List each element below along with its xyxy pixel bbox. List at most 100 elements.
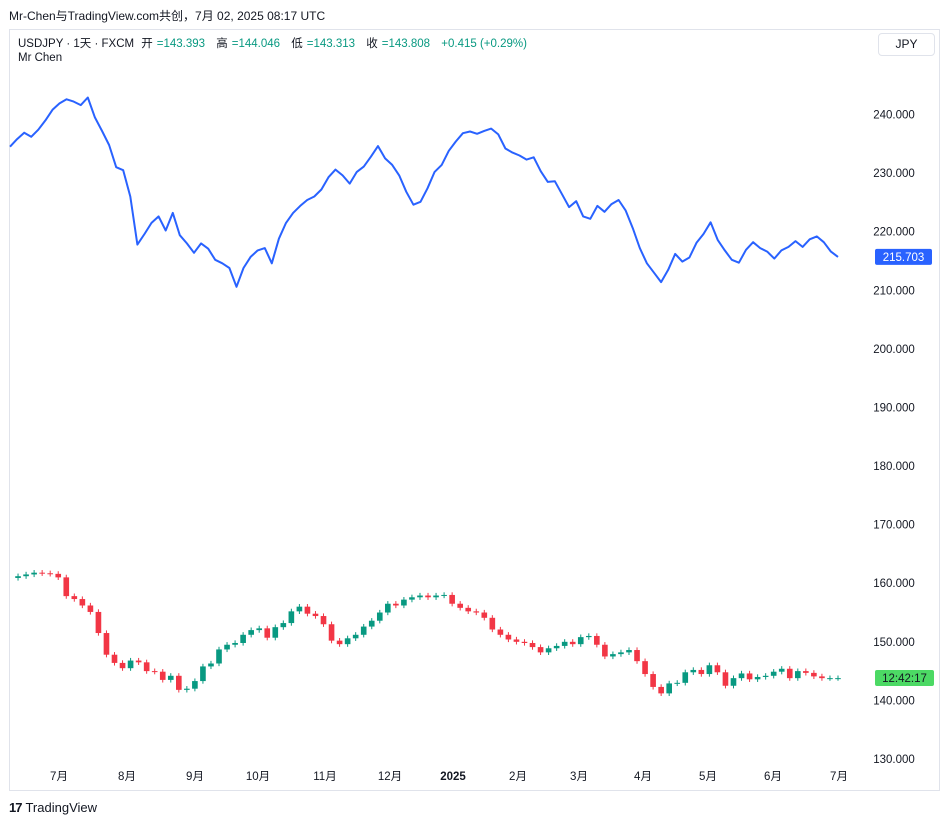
candle-body [505, 634, 512, 640]
candle-body [778, 668, 785, 672]
candle-body [127, 660, 134, 669]
countdown-tag [875, 670, 934, 686]
change-label: +0.415 (+0.29%) [441, 38, 527, 50]
chart-caption: Mr-Chen与TradingView.com共创，7月 02, 2025 08… [9, 9, 326, 23]
candle-body [569, 641, 576, 645]
candle-body [537, 647, 544, 653]
candle-body [47, 573, 54, 575]
candle-body [272, 627, 279, 638]
candle-body [232, 642, 238, 645]
candle-body [344, 638, 351, 645]
candle-body [417, 595, 423, 598]
candle-body [151, 671, 158, 673]
candle-body [23, 574, 29, 577]
candle-body [738, 673, 745, 679]
candle-body [650, 674, 656, 687]
candle-body [465, 607, 472, 612]
indicator-label[interactable]: Mr Chen [18, 52, 63, 64]
chart-frame[interactable] [9, 29, 940, 791]
candle-body [626, 650, 632, 653]
candle-body [529, 642, 536, 648]
candle-body [561, 641, 568, 646]
brand-label: TradingView [25, 800, 98, 815]
y-tick-label: 160.000 [873, 578, 915, 590]
candle-body [328, 624, 335, 641]
x-tick-label: 3月 [570, 771, 588, 783]
candle-body [264, 628, 271, 638]
candle-body [352, 634, 359, 639]
x-tick-label: 2025 [440, 771, 466, 783]
candle-body [312, 613, 319, 617]
candle-body [457, 603, 463, 608]
candle-body [577, 637, 584, 645]
candle-body [433, 595, 439, 598]
x-tick-label: 12月 [378, 771, 402, 783]
y-tick-label: 180.000 [873, 461, 915, 473]
y-tick-label: 170.000 [873, 520, 915, 532]
candle-body [79, 599, 86, 606]
tradingview-brand[interactable]: 17 TradingView [9, 800, 97, 815]
candle-body [449, 594, 455, 604]
x-tick-label: 4月 [634, 771, 652, 783]
candle-body [819, 676, 825, 679]
x-tick-label: 11月 [313, 771, 336, 783]
last-value-label: 215.703 [883, 252, 925, 264]
candle-body [87, 605, 94, 612]
candle-body [746, 673, 753, 680]
candle-body [425, 595, 431, 598]
candle-body [296, 606, 303, 612]
candle-body [786, 668, 793, 679]
candle-body [336, 640, 343, 645]
candle-body [602, 644, 608, 657]
symbol-label[interactable]: USDJPY · 1天 · FXCM [18, 38, 135, 50]
candle-body [256, 628, 263, 631]
candle-body [473, 611, 480, 613]
candle-body [71, 596, 78, 600]
candle-body [135, 660, 142, 663]
x-tick-label: 9月 [186, 771, 204, 783]
candle-body [441, 594, 447, 596]
series-line-mr-chen [9, 96, 839, 288]
candle-body [15, 576, 21, 578]
candle-body [240, 634, 246, 643]
x-tick-label: 10月 [246, 771, 270, 783]
y-tick-label: 240.000 [873, 110, 915, 122]
candle-body [794, 671, 801, 679]
candle-body [513, 639, 520, 642]
candle-body [39, 572, 45, 574]
candle-body [320, 616, 327, 625]
y-tick-label: 130.000 [873, 754, 915, 766]
candle-body [585, 635, 592, 638]
y-tick-label: 210.000 [873, 285, 915, 297]
x-tick-label: 6月 [764, 771, 782, 783]
candle-body [610, 654, 616, 657]
candle-body [730, 678, 737, 686]
x-tick-label: 2月 [509, 771, 527, 783]
candle-body [770, 671, 777, 676]
close-label: 收 =143.808 [366, 38, 431, 50]
x-tick-label: 7月 [50, 771, 68, 783]
candle-body [706, 665, 713, 675]
currency-button[interactable]: JPY [878, 33, 935, 56]
candle-body [385, 603, 391, 613]
candle-body [55, 573, 62, 578]
candle-body [674, 682, 681, 684]
candle-body [159, 671, 166, 680]
candle-body [553, 645, 560, 649]
y-tick-label: 220.000 [873, 227, 915, 239]
candle-body [368, 620, 375, 627]
candle-body [682, 672, 689, 683]
candle-body [393, 603, 399, 606]
candle-body [545, 648, 552, 653]
tradingview-logo-icon: 17 [9, 800, 23, 815]
last-value-tag [875, 248, 932, 265]
candle-body [192, 681, 198, 689]
candle-body [481, 612, 488, 618]
candle-body [143, 662, 150, 672]
x-tick-label: 5月 [699, 771, 717, 783]
candle-body [184, 688, 190, 690]
candle-body [658, 686, 664, 694]
countdown-label: 12:42:17 [882, 673, 927, 685]
symbol-legend: USDJPY · 1天 · FXCM 开 =143.393 高 =144.046 低… [18, 35, 531, 51]
